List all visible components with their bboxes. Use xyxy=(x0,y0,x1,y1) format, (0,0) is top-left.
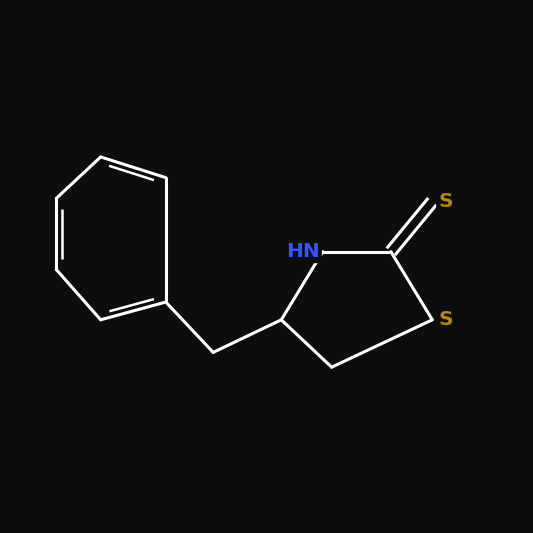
Text: HN: HN xyxy=(286,242,320,261)
Text: S: S xyxy=(438,192,453,211)
Text: S: S xyxy=(438,310,453,329)
